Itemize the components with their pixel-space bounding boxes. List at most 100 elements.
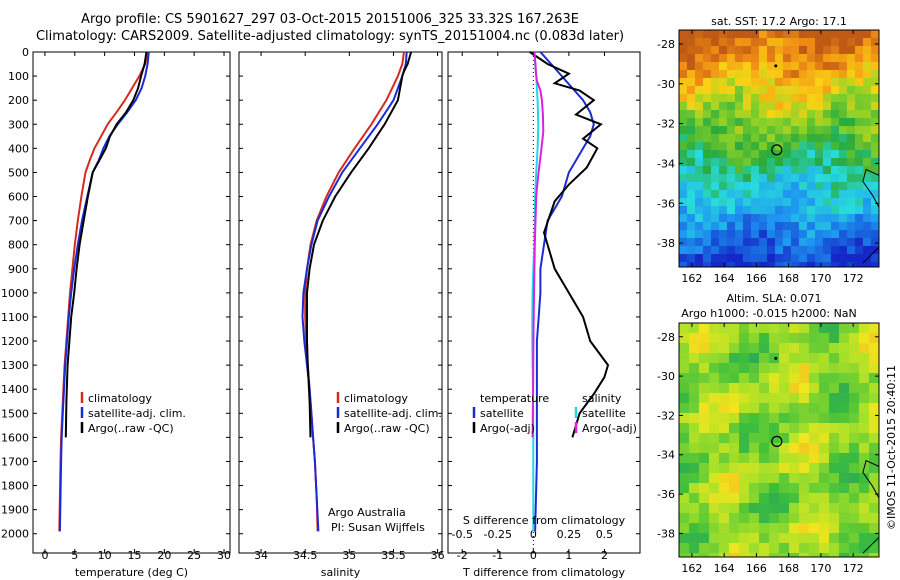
sst-map-cell	[775, 62, 784, 71]
sst-map-cell	[823, 134, 832, 143]
sst-map-cell	[855, 230, 864, 239]
sst-map-cell	[775, 254, 784, 263]
sla-map-cell	[779, 343, 790, 354]
sla-map-cell	[759, 473, 770, 484]
sst-map-cell	[791, 182, 800, 191]
sst-map-cell	[751, 38, 760, 47]
sst-map-cell	[735, 94, 744, 103]
sla-map-cell	[829, 363, 840, 374]
sla-map-cell	[839, 363, 850, 374]
sla-map-cell	[819, 443, 830, 454]
sst-map-cell	[799, 38, 808, 47]
sla-map-cell	[819, 373, 830, 384]
sst-map-cell	[743, 110, 752, 119]
sla-map-cell	[789, 343, 800, 354]
sst-map-cell	[807, 166, 816, 175]
sst-map-cell	[871, 262, 880, 268]
sla-map-cell	[759, 553, 770, 558]
sla-map-cell	[769, 453, 780, 464]
sst-map-cell	[783, 126, 792, 135]
differences-frame	[447, 51, 641, 554]
sst-map-cell	[847, 246, 856, 255]
sla-map-cell	[699, 373, 710, 384]
differences-tick-label-2: 0	[530, 549, 537, 562]
sst-map-cell	[743, 118, 752, 127]
sst-map-cell	[679, 86, 688, 95]
temperature-frame	[32, 51, 231, 554]
sst-map-cell	[759, 190, 768, 199]
sst-map-cell	[703, 54, 712, 63]
sst-map-cell	[839, 174, 848, 183]
sst-map-cell	[791, 94, 800, 103]
sst-map-cell	[807, 134, 816, 143]
sst-map-cell	[695, 238, 704, 247]
sst-map-cell	[775, 262, 784, 268]
sla-map-cell	[789, 383, 800, 394]
sst-map-cell	[823, 262, 832, 268]
sst-map-cell	[727, 62, 736, 71]
sla-map-cell	[729, 323, 740, 334]
sst-map-cell	[751, 150, 760, 159]
sla-map-cell	[759, 523, 770, 534]
sla-map-cell	[689, 443, 700, 454]
sst-map-cell	[807, 94, 816, 103]
sst-map-cell	[791, 62, 800, 71]
differences-s-tick-label-4: 0.5	[596, 528, 614, 541]
sst-map-cell	[719, 150, 728, 159]
sst-map-cell	[799, 78, 808, 87]
sst-map-cell	[759, 110, 768, 119]
sst-map-cell	[703, 246, 712, 255]
sla-map-cell	[699, 403, 710, 414]
sla-map-cell	[819, 353, 830, 364]
sla-map-ytick-label-1: -30	[657, 370, 675, 383]
sla-map-cell	[689, 413, 700, 424]
sla-map-cell	[809, 433, 820, 444]
sst-map-cell	[815, 254, 824, 263]
sst-map-cell	[855, 54, 864, 63]
differences-s-tick-label-0: -0.5	[451, 528, 472, 541]
sla-map-cell	[709, 373, 720, 384]
sst-map-cell	[823, 198, 832, 207]
sla-map-cell	[859, 533, 870, 544]
sst-map-title: sat. SST: 17.2 Argo: 17.1	[711, 15, 847, 28]
salinity-tick-label-3: 35.5	[381, 549, 406, 562]
sst-map-cell	[823, 214, 832, 223]
sla-map-cell	[709, 513, 720, 524]
sst-map-cell	[759, 150, 768, 159]
sla-map-cell	[819, 523, 830, 534]
sst-map-cell	[711, 150, 720, 159]
sst-map-cell	[791, 238, 800, 247]
sla-map-cell	[849, 483, 860, 494]
sst-map-cell	[775, 134, 784, 143]
sla-map-cell	[819, 553, 830, 558]
sst-map-cell	[783, 238, 792, 247]
sst-map-cell	[775, 190, 784, 199]
sst-map-cell	[807, 254, 816, 263]
sst-map-cell	[679, 214, 688, 223]
sst-map-cell	[759, 142, 768, 151]
sst-map-cell	[823, 230, 832, 239]
sla-map-cell	[739, 503, 750, 514]
sst-map-cell	[743, 54, 752, 63]
sla-map-cell	[839, 333, 850, 344]
sla-map-cell	[699, 453, 710, 464]
sst-map-cell	[719, 198, 728, 207]
sla-map-cell	[859, 493, 870, 504]
sst-map-cell	[719, 94, 728, 103]
sst-map-cell	[863, 38, 872, 47]
salinity-series-1	[301, 51, 408, 532]
sst-map-cell	[719, 118, 728, 127]
sst-map-cell	[695, 246, 704, 255]
differences-legend-right-title: salinity	[582, 392, 622, 405]
sla-map-cell	[729, 423, 740, 434]
sla-map-cell	[769, 353, 780, 364]
sla-map-cell	[829, 533, 840, 544]
sla-map-cell	[799, 493, 810, 504]
sla-map-cell	[779, 433, 790, 444]
sla-map-cell	[779, 363, 790, 374]
sst-map-cell	[775, 166, 784, 175]
sla-map-cell	[829, 443, 840, 454]
sst-map-cell	[719, 182, 728, 191]
sst-map-cell	[735, 142, 744, 151]
sst-map-cell	[815, 54, 824, 63]
